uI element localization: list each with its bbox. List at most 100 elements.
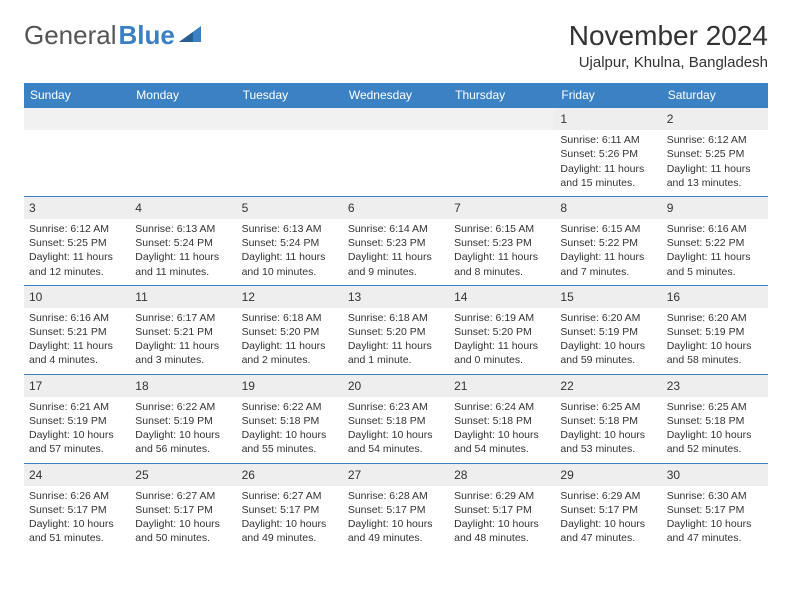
day-cell: Sunrise: 6:11 AMSunset: 5:26 PMDaylight:… (555, 130, 661, 196)
day-number (24, 108, 130, 131)
sunset-text: Sunset: 5:17 PM (560, 503, 656, 517)
daylight-text: Daylight: 10 hours (667, 428, 763, 442)
sunset-text: Sunset: 5:18 PM (242, 414, 338, 428)
sunset-text: Sunset: 5:17 PM (454, 503, 550, 517)
daylight-text: Daylight: 10 hours (135, 517, 231, 531)
day-cell: Sunrise: 6:14 AMSunset: 5:23 PMDaylight:… (343, 219, 449, 285)
daylight-text: Daylight: 10 hours (560, 339, 656, 353)
daylight-text: and 3 minutes. (135, 353, 231, 367)
day-content-row: Sunrise: 6:12 AMSunset: 5:25 PM Daylight:… (24, 219, 768, 285)
day-number: 10 (24, 285, 130, 308)
daynum-row: 10111213141516 (24, 285, 768, 308)
sunset-text: Sunset: 5:19 PM (29, 414, 125, 428)
day-number: 24 (24, 463, 130, 486)
day-number: 4 (130, 196, 236, 219)
daylight-text: and 0 minutes. (454, 353, 550, 367)
sunrise-text: Sunrise: 6:14 AM (348, 222, 444, 236)
day-number: 9 (662, 196, 768, 219)
sunset-text: Sunset: 5:17 PM (348, 503, 444, 517)
dh-mon: Monday (130, 83, 236, 108)
daylight-text: and 55 minutes. (242, 442, 338, 456)
day-cell: Sunrise: 6:25 AMSunset: 5:18 PMDaylight:… (662, 397, 768, 463)
daylight-text: and 48 minutes. (454, 531, 550, 545)
dh-tue: Tuesday (237, 83, 343, 108)
daylight-text: and 50 minutes. (135, 531, 231, 545)
location: Ujalpur, Khulna, Bangladesh (569, 54, 768, 71)
daylight-text: and 2 minutes. (242, 353, 338, 367)
daylight-text: Daylight: 10 hours (454, 517, 550, 531)
daylight-text: and 57 minutes. (29, 442, 125, 456)
sunset-text: Sunset: 5:25 PM (29, 236, 125, 250)
daylight-text: and 12 minutes. (29, 265, 125, 279)
day-cell: Sunrise: 6:21 AMSunset: 5:19 PMDaylight:… (24, 397, 130, 463)
day-number: 17 (24, 374, 130, 397)
day-number: 28 (449, 463, 555, 486)
sunrise-text: Sunrise: 6:13 AM (242, 222, 338, 236)
day-cell: Sunrise: 6:23 AMSunset: 5:18 PMDaylight:… (343, 397, 449, 463)
daylight-text: and 13 minutes. (667, 176, 763, 190)
day-number: 12 (237, 285, 343, 308)
dh-wed: Wednesday (343, 83, 449, 108)
day-cell: Sunrise: 6:22 AMSunset: 5:18 PMDaylight:… (237, 397, 343, 463)
day-number: 6 (343, 196, 449, 219)
day-number: 13 (343, 285, 449, 308)
day-number: 11 (130, 285, 236, 308)
sunrise-text: Sunrise: 6:15 AM (560, 222, 656, 236)
sunrise-text: Sunrise: 6:16 AM (29, 311, 125, 325)
sunrise-text: Sunrise: 6:20 AM (560, 311, 656, 325)
daylight-text: and 15 minutes. (560, 176, 656, 190)
sunrise-text: Sunrise: 6:23 AM (348, 400, 444, 414)
dh-fri: Friday (555, 83, 661, 108)
day-number: 21 (449, 374, 555, 397)
day-number: 18 (130, 374, 236, 397)
sunrise-text: Sunrise: 6:17 AM (135, 311, 231, 325)
logo: General Blue (24, 20, 201, 51)
sunset-text: Sunset: 5:19 PM (560, 325, 656, 339)
daylight-text: Daylight: 10 hours (348, 517, 444, 531)
sunset-text: Sunset: 5:23 PM (454, 236, 550, 250)
daylight-text: Daylight: 10 hours (29, 428, 125, 442)
day-cell: Sunrise: 6:16 AMSunset: 5:22 PMDaylight:… (662, 219, 768, 285)
day-cell: Sunrise: 6:18 AMSunset: 5:20 PMDaylight:… (237, 308, 343, 374)
day-cell (449, 130, 555, 196)
daylight-text: Daylight: 11 hours (242, 250, 338, 264)
sunset-text: Sunset: 5:20 PM (454, 325, 550, 339)
day-cell: Sunrise: 6:22 AMSunset: 5:19 PMDaylight:… (130, 397, 236, 463)
sunrise-text: Sunrise: 6:12 AM (667, 133, 763, 147)
day-number: 20 (343, 374, 449, 397)
daylight-text: Daylight: 11 hours (560, 162, 656, 176)
day-number (449, 108, 555, 131)
daylight-text: and 1 minute. (348, 353, 444, 367)
dh-sun: Sunday (24, 83, 130, 108)
sunrise-text: Sunrise: 6:16 AM (667, 222, 763, 236)
sunset-text: Sunset: 5:26 PM (560, 147, 656, 161)
day-number: 7 (449, 196, 555, 219)
daylight-text: Daylight: 10 hours (29, 517, 125, 531)
sunrise-text: Sunrise: 6:19 AM (454, 311, 550, 325)
daylight-text: Daylight: 10 hours (242, 428, 338, 442)
day-number: 22 (555, 374, 661, 397)
daylight-text: and 59 minutes. (560, 353, 656, 367)
sunset-text: Sunset: 5:25 PM (667, 147, 763, 161)
day-number: 25 (130, 463, 236, 486)
sunset-text: Sunset: 5:21 PM (135, 325, 231, 339)
day-cell (343, 130, 449, 196)
day-number: 29 (555, 463, 661, 486)
day-cell: Sunrise: 6:29 AMSunset: 5:17 PMDaylight:… (449, 486, 555, 552)
day-number: 23 (662, 374, 768, 397)
day-cell (130, 130, 236, 196)
sunrise-text: Sunrise: 6:22 AM (242, 400, 338, 414)
sunrise-text: Sunrise: 6:30 AM (667, 489, 763, 503)
daylight-text: and 58 minutes. (667, 353, 763, 367)
sunrise-text: Sunrise: 6:12 AM (29, 222, 125, 236)
day-cell: Sunrise: 6:16 AMSunset: 5:21 PMDaylight:… (24, 308, 130, 374)
daylight-text: Daylight: 11 hours (135, 339, 231, 353)
day-number: 3 (24, 196, 130, 219)
day-number: 16 (662, 285, 768, 308)
calendar-table: Sunday Monday Tuesday Wednesday Thursday… (24, 83, 768, 551)
sunset-text: Sunset: 5:21 PM (29, 325, 125, 339)
sunset-text: Sunset: 5:20 PM (348, 325, 444, 339)
daylight-text: and 47 minutes. (667, 531, 763, 545)
sunset-text: Sunset: 5:19 PM (667, 325, 763, 339)
day-number: 8 (555, 196, 661, 219)
